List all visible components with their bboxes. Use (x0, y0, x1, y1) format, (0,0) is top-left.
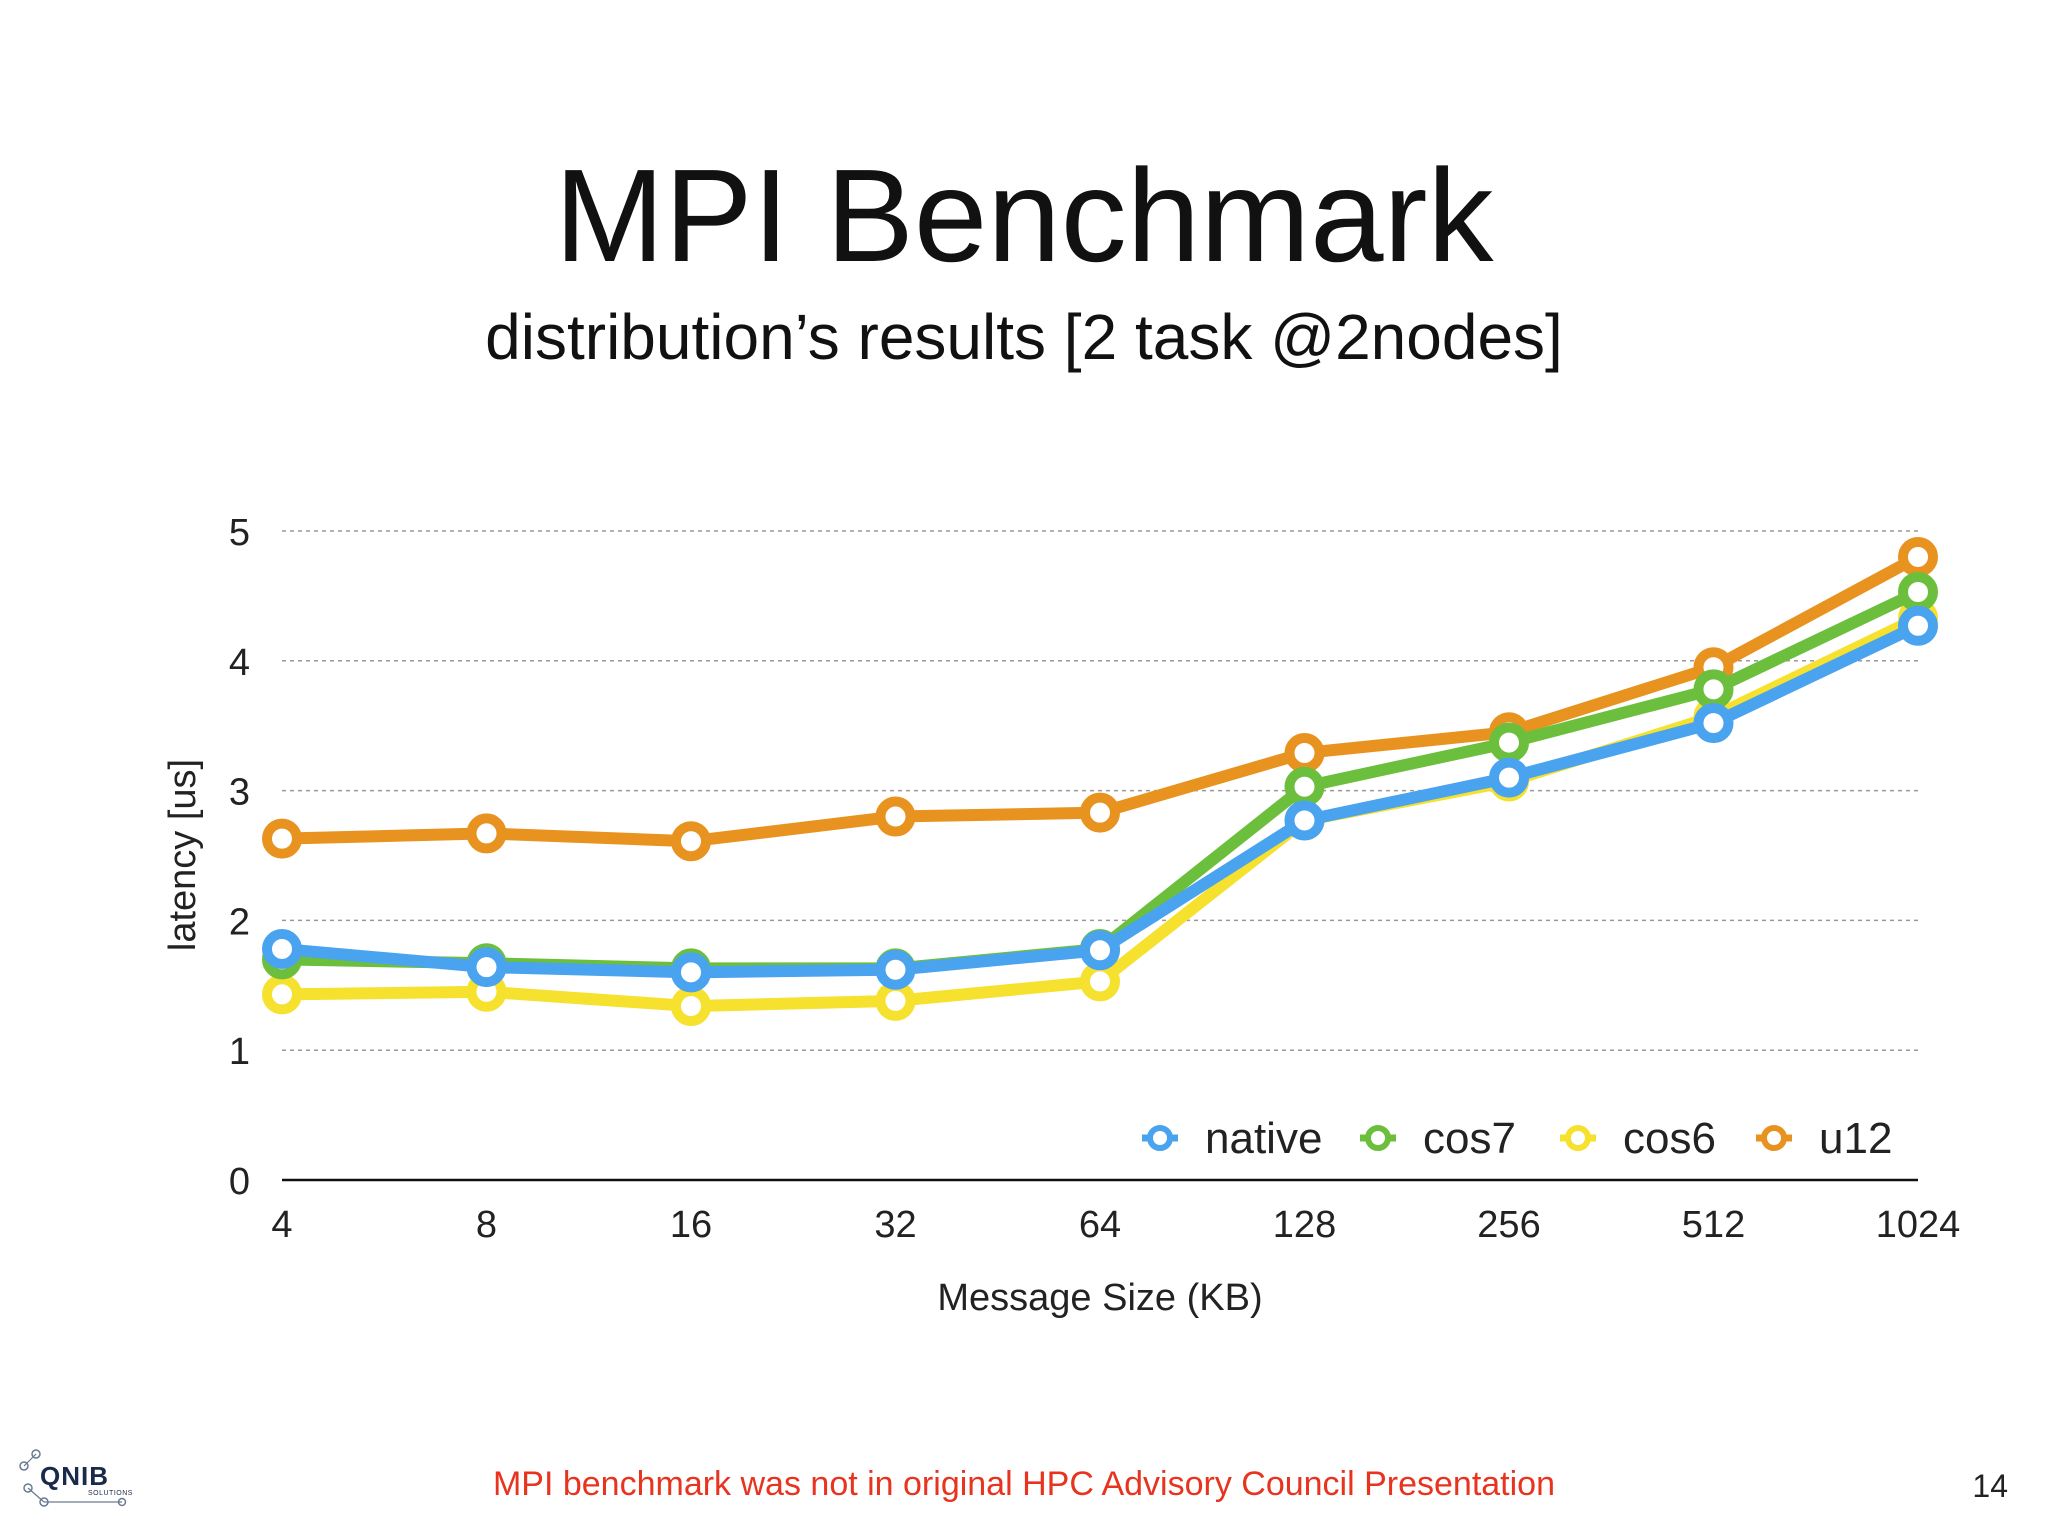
data-point-cos6 (1080, 961, 1120, 1002)
series-group (262, 536, 1938, 1027)
data-point-native (1080, 930, 1120, 971)
x-tick-label: 4 (271, 1204, 292, 1246)
y-axis-label: latency [us] (162, 759, 204, 951)
legend-label: u12 (1819, 1114, 1892, 1163)
series-native (262, 605, 1938, 993)
data-point-cos6 (875, 980, 916, 1021)
qnib-logo-icon (19, 1449, 127, 1507)
data-point-u12 (466, 813, 507, 854)
data-point-u12 (671, 821, 711, 862)
legend-swatch-marker (1761, 1125, 1787, 1151)
data-point-native (671, 952, 711, 993)
x-tick-label: 32 (874, 1204, 916, 1246)
legend-item-native: native (1142, 1114, 1322, 1163)
data-point-cos7 (1898, 572, 1938, 613)
slide-subtitle: distribution’s results [2 task @2nodes] (485, 301, 1563, 373)
legend-label: cos6 (1623, 1114, 1716, 1163)
data-point-native (1898, 605, 1938, 646)
x-tick-label: 128 (1273, 1204, 1336, 1246)
y-tick-label: 3 (229, 772, 250, 814)
legend-swatch-marker (1147, 1125, 1173, 1151)
x-tick-label: 512 (1682, 1204, 1745, 1246)
x-axis-label: Message Size (KB) (937, 1277, 1262, 1319)
page-number: 14 (1972, 1468, 2008, 1504)
legend-label: cos7 (1423, 1114, 1516, 1163)
data-point-native (1489, 757, 1529, 798)
latency-line-chart: 0 1 2 3 4 5 4 8 16 32 64 128 256 512 1024 latency [us… (162, 512, 1960, 1319)
data-point-native (1284, 800, 1325, 841)
legend-item-u12: u12 (1756, 1114, 1892, 1163)
legend-swatch-marker (1365, 1125, 1391, 1151)
x-tick-label: 64 (1079, 1204, 1121, 1246)
y-tick-label: 2 (229, 901, 250, 943)
data-point-native (875, 949, 916, 990)
legend-label: native (1205, 1114, 1322, 1163)
data-point-u12 (1080, 792, 1120, 833)
data-point-u12 (262, 818, 302, 859)
x-axis-ticks: 4 8 16 32 64 128 256 512 1024 (271, 1204, 1960, 1246)
x-tick-label: 16 (670, 1204, 712, 1246)
data-point-u12 (875, 796, 916, 837)
data-point-u12 (1898, 536, 1938, 577)
data-point-cos6 (671, 986, 711, 1027)
legend: native cos7 cos6 u12 (1142, 1114, 1892, 1163)
logo-text: QNIB (40, 1461, 109, 1491)
data-point-cos7 (1284, 766, 1325, 807)
grid-lines (282, 530, 1918, 1051)
y-tick-label: 1 (229, 1031, 250, 1073)
logo-subtext: SOLUTIONS (88, 1490, 133, 1497)
data-point-cos7 (1693, 669, 1734, 710)
footer-note: MPI benchmark was not in original HPC Ad… (492, 1465, 1556, 1503)
y-tick-label: 4 (229, 642, 250, 684)
series-cos7 (262, 572, 1938, 989)
data-point-u12 (1284, 732, 1325, 773)
y-tick-label: 0 (229, 1161, 250, 1203)
data-point-native (466, 947, 507, 988)
slide-title: MPI Benchmark (554, 142, 1494, 289)
x-tick-label: 8 (476, 1204, 497, 1246)
data-point-native (262, 928, 302, 969)
y-tick-label: 5 (229, 512, 250, 554)
series-u12 (262, 536, 1938, 862)
series-line-cos7 (276, 586, 1924, 975)
x-tick-label: 1024 (1876, 1204, 1961, 1246)
data-point-cos7 (1489, 722, 1529, 763)
legend-item-cos7: cos7 (1360, 1114, 1516, 1163)
data-point-native (1693, 703, 1734, 744)
legend-item-cos6: cos6 (1560, 1114, 1716, 1163)
y-axis-ticks: 0 1 2 3 4 5 (229, 512, 250, 1203)
x-tick-label: 256 (1477, 1204, 1540, 1246)
legend-swatch-marker (1565, 1125, 1591, 1151)
data-point-cos6 (262, 974, 302, 1015)
